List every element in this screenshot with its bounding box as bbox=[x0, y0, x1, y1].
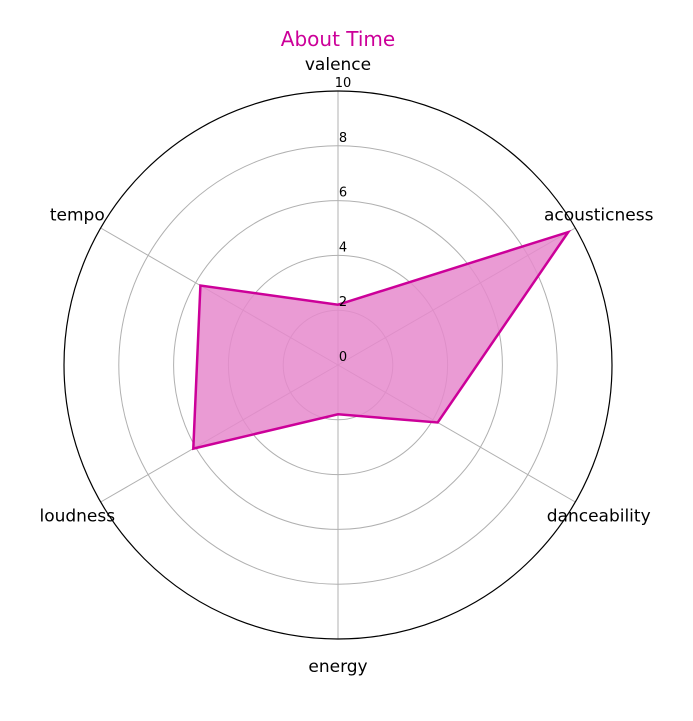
series-layer bbox=[191, 229, 572, 451]
axis-label-loudness: loudness bbox=[39, 507, 115, 527]
chart-title: About Time bbox=[281, 27, 395, 51]
series-area bbox=[193, 232, 569, 449]
axis-label-energy: energy bbox=[308, 657, 367, 677]
grid-ring-6 bbox=[173, 200, 503, 530]
r-tick-label: 8 bbox=[339, 131, 347, 146]
axis-label-tempo: tempo bbox=[50, 206, 105, 226]
axis-label-danceability: danceability bbox=[547, 507, 651, 527]
r-tick-label: 4 bbox=[339, 240, 347, 255]
r-tick-label: 0 bbox=[339, 350, 347, 365]
r-tick-label: 6 bbox=[339, 186, 347, 201]
grid-ring-8 bbox=[118, 145, 558, 585]
axis-labels: valence acousticness danceability energy lou… bbox=[39, 55, 653, 677]
radial-tick-labels: 0 2 4 6 8 10 bbox=[335, 76, 352, 365]
axis-label-valence: valence bbox=[305, 55, 371, 75]
r-tick-label: 2 bbox=[339, 295, 347, 310]
axis-label-acousticness: acousticness bbox=[544, 206, 654, 226]
outer-ring bbox=[63, 90, 613, 640]
r-tick-label: 10 bbox=[335, 76, 352, 91]
